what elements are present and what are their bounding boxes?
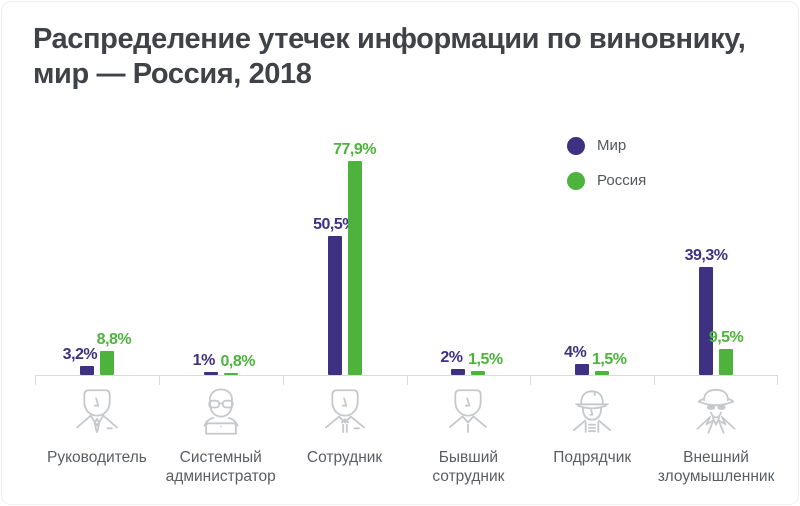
bar-col-world: 39,3% [685,247,728,375]
category: Сотрудник [283,383,407,486]
bar-value-label-world: 4% [564,344,587,361]
bar-pair: 4% 1,5% [564,344,627,375]
bar-col-russia: 9,5% [709,329,744,375]
chart-title-line1: Распределение утечек информации по винов… [33,23,746,55]
bar-value-label-world: 2% [440,349,463,366]
bar-value-label-world: 1% [192,352,216,369]
bar-world [699,267,714,375]
legend-item-russia: Россия [567,171,646,190]
chart-group: 39,3% 9,5% [654,247,778,375]
bar-world [575,364,590,375]
axis-tick [282,376,284,385]
category: Внешний злоумышленник [654,383,778,486]
bar-value-label-russia: 1,5% [591,351,627,368]
bar-pair: 50,5% 77,9% [313,141,376,375]
axis-tick [35,376,36,385]
chart-group: 3,2% 8,8% [35,331,159,375]
bar-groups: 3,2% 8,8% 1% 0,8% 50,5% [35,141,778,375]
chart-group: 4% 1,5% [530,344,654,375]
bar-col-russia: 1,5% [592,351,627,375]
category: Бывший сотрудник [406,383,530,486]
category-label: Руководитель [46,449,147,466]
bar-col-russia: 77,9% [333,141,376,375]
bar-col-world: 2% [440,349,466,375]
legend-dot [567,136,585,155]
bar-pair: 3,2% 8,8% [63,331,132,375]
category-label: Сотрудник [306,449,383,466]
bar-russia [471,371,486,375]
chart-title: Распределение утечек информации по винов… [33,22,773,92]
legend-item-world: Мир [567,136,646,155]
bar-col-world: 50,5% [313,216,356,375]
employee-icon [316,383,374,441]
chart-group: 1% 0,8% [159,352,283,375]
bar-col-russia: 8,8% [97,331,132,375]
category-label: Бывший сотрудник [432,449,505,485]
legend-label: Мир [597,137,627,154]
axis-tick [406,376,408,385]
category: Подрядчик [530,383,654,486]
axis-tick [158,376,160,385]
category-label: Подрядчик [553,449,632,466]
bar-col-russia: 0,8% [221,353,255,375]
bar-value-label-world: 50,5% [313,216,356,233]
bar-col-world: 1% [193,352,218,375]
bar-col-world: 3,2% [63,346,98,375]
axis-tick [654,376,656,385]
bar-value-label-russia: 8,8% [96,331,132,348]
bar-col-world: 4% [564,344,590,375]
bar-world [451,369,466,375]
bar-russia [719,349,734,375]
chart-group: 50,5% 77,9% [283,141,407,375]
category: Руководитель [35,383,159,486]
bar-value-label-russia: 1,5% [468,351,503,368]
category-label: Системный администратор [165,449,276,485]
chart-title-line2: мир — Россия, 2018 [33,58,312,90]
bar-pair: 2% 1,5% [440,349,503,375]
legend-label: Россия [597,172,647,189]
category-label: Внешний злоумышленник [657,449,775,485]
axis-tick [530,376,532,385]
legend: Мир Россия [567,136,646,206]
x-axis [35,375,778,386]
bar-col-russia: 1,5% [468,351,503,375]
category-row: Руководитель Системный администратор Сот… [35,383,778,486]
bar-value-label-russia: 9,5% [708,329,744,346]
bar-russia [99,351,114,375]
chart-group: 2% 1,5% [406,349,530,375]
bar-russia [223,373,238,375]
bar-russia [347,161,362,375]
bar-value-label-world: 3,2% [62,346,98,363]
bar-value-label-world: 39,3% [684,247,728,264]
bar-pair: 1% 0,8% [193,352,255,375]
category: Системный администратор [159,383,283,486]
legend-dot [567,171,585,190]
former-employee-icon [439,383,497,441]
bar-world [79,366,94,375]
manager-icon [68,383,126,441]
bar-pair: 39,3% 9,5% [685,247,744,375]
bar-world [203,372,218,375]
bar-world [327,236,342,375]
contractor-icon [563,383,621,441]
external-attacker-icon [687,383,745,441]
bar-russia [595,371,610,375]
axis-tick [777,376,778,385]
bar-value-label-russia: 77,9% [333,141,376,158]
bar-value-label-russia: 0,8% [220,353,256,370]
sysadmin-icon [192,383,250,441]
